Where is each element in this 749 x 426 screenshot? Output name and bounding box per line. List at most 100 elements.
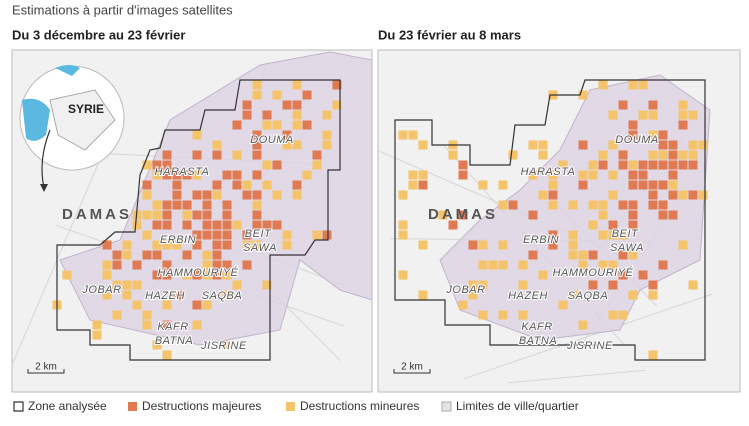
minor-destruction [608,260,618,270]
major-destruction [202,210,212,220]
place-label: BATNA [519,335,557,347]
major-destruction [618,100,628,110]
major-destruction [252,140,262,150]
major-destruction [648,180,658,190]
minor-destruction [518,260,528,270]
minor-destruction [678,150,688,160]
legend-label: Limites de ville/quartier [456,399,579,413]
major-destruction [162,320,172,330]
minor-destruction [578,260,588,270]
minor-destruction [598,210,608,220]
minor-destruction [262,160,272,170]
minor-destruction [498,200,508,210]
scale-label: 2 km [35,362,57,373]
minor-destruction [528,140,538,150]
minor-destruction [122,280,132,290]
major-destruction [172,290,182,300]
place-label: HARASTA [521,166,576,178]
minor-destruction [598,200,608,210]
major-destruction [658,160,668,170]
major-destruction [272,220,282,230]
legend-label: Zone analysée [28,399,107,413]
minor-destruction [678,190,688,200]
minor-destruction [282,140,292,150]
major-destruction [638,270,648,280]
minor-destruction [272,90,282,100]
minor-destruction [152,340,162,350]
major-destruction [688,190,698,200]
major-destruction [628,170,638,180]
minor-destruction [648,290,658,300]
major-destruction [648,160,658,170]
major-destruction [202,230,212,240]
minor-destruction [122,240,132,250]
minor-destruction [688,150,698,160]
major-destruction [192,210,202,220]
minor-destruction [598,230,608,240]
major-destruction [252,150,262,160]
major-destruction [182,220,192,230]
major-destruction [608,280,618,290]
analysed-zone [394,79,706,361]
map-panel: DAMAS DOUMA HARASTA ERBIN BEIT SAWA HAMMOURIYÉ… [379,74,713,384]
major-destruction [232,180,242,190]
minor-destruction [332,100,342,110]
minor-destruction [548,170,558,180]
major-destruction [112,260,122,270]
minor-destruction [628,160,638,170]
minor-destruction [598,260,608,270]
minor-destruction [638,80,648,90]
major-destruction [448,220,458,230]
major-destruction [262,220,272,230]
minor-destruction [658,150,668,160]
place-label: HAMMOURIYÉ [158,266,239,279]
major-destruction [182,250,192,260]
minor-destruction [408,170,418,180]
minor-destruction [202,250,212,260]
minor-destruction [538,140,548,150]
minor-destruction [478,310,488,320]
major-destruction [152,250,162,260]
minor-destruction [488,260,498,270]
legend-swatch [13,401,24,412]
major-destruction [142,180,152,190]
major-destruction [182,170,192,180]
minor-destruction [648,350,658,360]
minor-destruction [232,280,242,290]
major-destruction [252,170,262,180]
major-destruction [302,90,312,100]
minor-destruction [468,280,478,290]
major-destruction [588,280,598,290]
minor-destruction [608,230,618,240]
place-label: JOBAR [81,284,121,296]
minor-destruction [102,270,112,280]
minor-destruction [638,110,648,120]
major-destruction [152,220,162,230]
minor-destruction [398,130,408,140]
map-panel: DAMAS DOUMA HARASTA ERBIN BEIT SAWA HAMMOURIYÉ… [11,51,373,374]
road [507,369,646,384]
inset-arrow [41,129,51,189]
major-destruction [162,220,172,230]
major-destruction [192,270,202,280]
minor-destruction [112,310,122,320]
major-destruction [172,200,182,210]
major-destruction [648,280,658,290]
major-destruction [172,180,182,190]
minor-destruction [142,230,152,240]
major-destruction [628,210,638,220]
major-destruction [212,150,222,160]
place-label: DOUMA [615,134,658,146]
scale-label: 2 km [401,362,423,373]
minor-destruction [508,150,518,160]
minor-destruction [628,290,638,300]
minor-destruction [262,120,272,130]
major-destruction [508,200,518,210]
minor-destruction [92,320,102,330]
major-destruction [252,210,262,220]
minor-destruction [132,300,142,310]
major-destruction [222,230,232,240]
major-destruction [418,180,428,190]
place-label: HAZEH [145,290,185,302]
legend-label: Destructions majeures [142,399,261,413]
